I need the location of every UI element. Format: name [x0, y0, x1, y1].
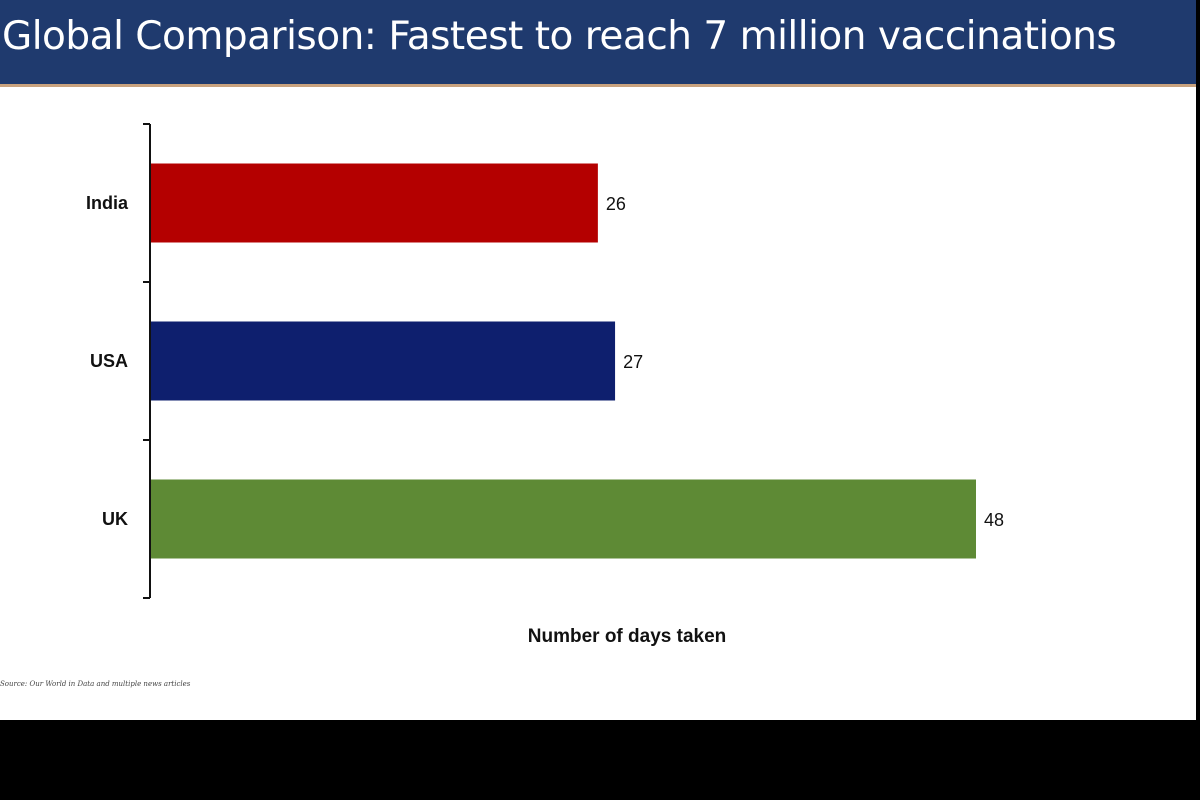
- bar-india: [151, 163, 598, 243]
- chart-title: Global Comparison: Fastest to reach 7 mi…: [2, 14, 1117, 59]
- right-edge-strip: [1196, 0, 1200, 720]
- bar-chart: India USA UK 26 27 48 Number of days taken: [86, 123, 1004, 647]
- category-label-usa: USA: [90, 351, 128, 371]
- title-bar: Global Comparison: Fastest to reach 7 mi…: [0, 0, 1196, 87]
- value-label-uk: 48: [984, 510, 1004, 530]
- bar-uk: [151, 479, 976, 559]
- value-label-usa: 27: [623, 352, 643, 372]
- source-note: Source: Our World in Data and multiple n…: [0, 680, 191, 688]
- category-label-india: India: [86, 193, 129, 213]
- value-label-india: 26: [606, 194, 626, 214]
- bottom-black-band: [0, 720, 1200, 800]
- x-axis-title: Number of days taken: [528, 626, 727, 647]
- slide: Global Comparison: Fastest to reach 7 mi…: [0, 0, 1196, 720]
- bar-usa: [151, 321, 616, 401]
- category-label-uk: UK: [102, 509, 128, 529]
